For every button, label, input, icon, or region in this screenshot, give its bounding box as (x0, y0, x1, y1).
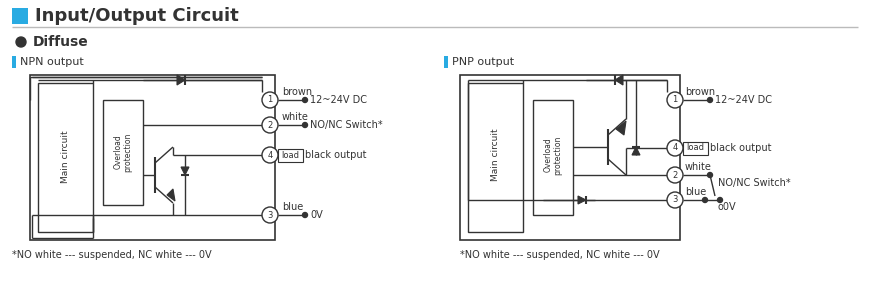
Circle shape (707, 172, 712, 178)
Circle shape (667, 192, 683, 208)
Bar (103, 100, 143, 205)
Text: PNP output: PNP output (452, 57, 514, 67)
Polygon shape (632, 147, 640, 155)
Bar (533, 100, 573, 215)
Circle shape (262, 117, 278, 133)
Bar (278, 149, 303, 162)
Bar (468, 83, 523, 232)
Polygon shape (181, 167, 189, 175)
Text: Input/Output Circuit: Input/Output Circuit (35, 7, 239, 25)
Text: 1: 1 (672, 95, 678, 105)
Polygon shape (177, 75, 185, 85)
Bar (30, 75, 275, 240)
Text: 4: 4 (672, 144, 678, 152)
Circle shape (707, 98, 712, 102)
Text: brown: brown (282, 87, 312, 97)
Text: load: load (281, 151, 300, 159)
Circle shape (302, 122, 307, 128)
Bar (460, 75, 680, 240)
Bar (683, 142, 708, 155)
Text: 1: 1 (267, 95, 273, 105)
Circle shape (262, 92, 278, 108)
Bar (12, 8, 28, 24)
Text: NO/NC Switch*: NO/NC Switch* (310, 120, 382, 130)
Text: NO/NC Switch*: NO/NC Switch* (718, 178, 791, 188)
Text: *NO white --- suspended, NC white --- 0V: *NO white --- suspended, NC white --- 0V (12, 250, 212, 260)
Circle shape (262, 207, 278, 223)
Text: black output: black output (305, 150, 367, 160)
Circle shape (667, 92, 683, 108)
Text: black output: black output (710, 143, 772, 153)
Text: Overload
protection: Overload protection (113, 132, 132, 172)
Text: 3: 3 (267, 211, 273, 219)
Circle shape (16, 37, 26, 47)
Circle shape (302, 212, 307, 218)
Text: 3: 3 (672, 195, 678, 205)
Polygon shape (615, 75, 623, 85)
Circle shape (302, 98, 307, 102)
Text: NPN output: NPN output (20, 57, 84, 67)
Bar (38, 83, 93, 232)
Text: 4: 4 (267, 151, 273, 159)
Text: Overload
protection: Overload protection (544, 135, 563, 175)
Circle shape (718, 198, 723, 202)
Polygon shape (578, 196, 586, 204)
Text: 2: 2 (672, 171, 678, 179)
Text: blue: blue (282, 202, 303, 212)
Text: 0V: 0V (310, 210, 323, 220)
Text: Diffuse: Diffuse (33, 35, 89, 49)
Text: white: white (685, 162, 712, 172)
Text: 12~24V DC: 12~24V DC (715, 95, 772, 105)
Circle shape (703, 198, 707, 202)
Circle shape (262, 147, 278, 163)
Text: Main circuit: Main circuit (60, 131, 70, 183)
Text: brown: brown (685, 87, 715, 97)
Circle shape (667, 167, 683, 183)
Circle shape (667, 140, 683, 156)
Text: white: white (282, 112, 309, 122)
Text: Main circuit: Main circuit (490, 129, 499, 181)
Text: *NO white --- suspended, NC white --- 0V: *NO white --- suspended, NC white --- 0V (460, 250, 659, 260)
Text: 12~24V DC: 12~24V DC (310, 95, 367, 105)
Bar (444, 56, 448, 68)
Text: o0V: o0V (717, 202, 736, 212)
Text: load: load (686, 144, 705, 152)
Text: blue: blue (685, 187, 706, 197)
Text: 2: 2 (267, 121, 273, 129)
Polygon shape (616, 121, 626, 135)
Bar (12, 56, 16, 68)
Polygon shape (167, 189, 175, 201)
